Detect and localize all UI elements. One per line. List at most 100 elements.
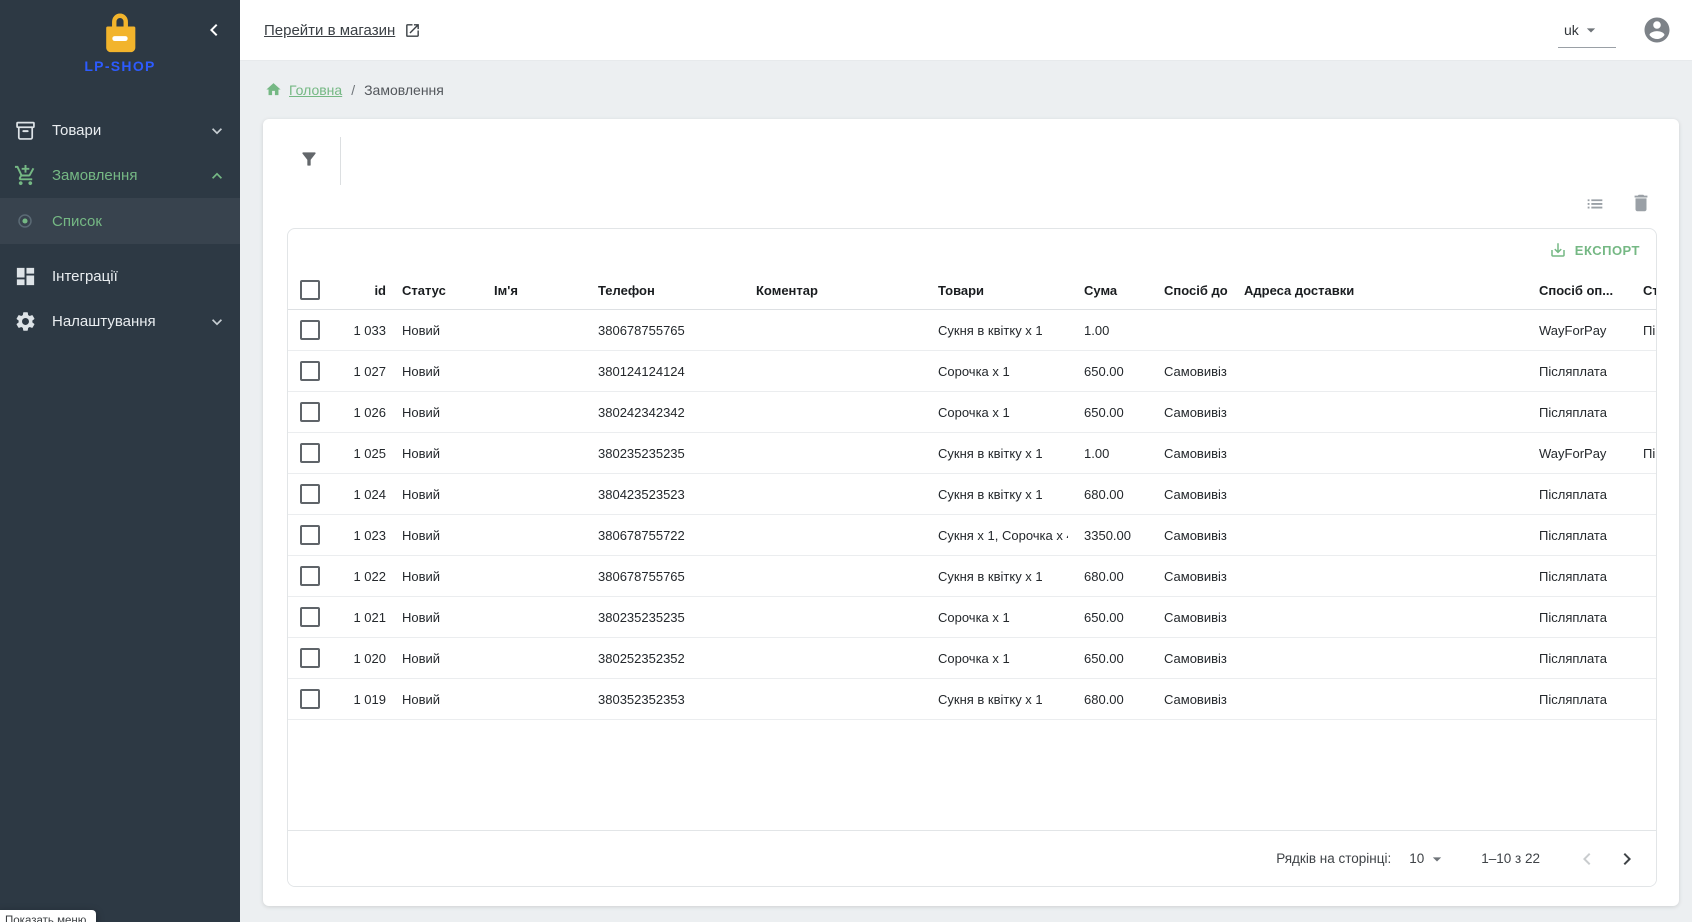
column-header-name[interactable]: Ім'я xyxy=(478,271,582,310)
row-checkbox[interactable] xyxy=(300,566,320,586)
cell-status: Новий xyxy=(386,678,478,720)
row-checkbox[interactable] xyxy=(300,689,320,709)
integrations-dashboard-icon xyxy=(14,265,37,288)
cell-goods: Сорочка x 1 xyxy=(922,637,1068,679)
sidebar-item-products[interactable]: Товари xyxy=(0,108,240,153)
chevron-left-icon xyxy=(202,18,226,42)
list-dot-icon xyxy=(16,212,34,230)
previous-page-button[interactable] xyxy=(1572,844,1602,874)
cell-payment: Післяплата xyxy=(1523,473,1639,515)
trash-icon[interactable] xyxy=(1630,192,1652,214)
row-checkbox[interactable] xyxy=(300,320,320,340)
breadcrumb-home-link[interactable]: Головна xyxy=(289,81,343,98)
table-row[interactable]: 1 024 Новий 380423523523 Сукня в квітку … xyxy=(288,473,1656,515)
cell-phone: 380423523523 xyxy=(582,473,740,515)
breadcrumb-separator: / xyxy=(351,81,356,98)
sidebar-item-integrations[interactable]: Інтеграції xyxy=(0,254,240,299)
breadcrumb: Головна / Замовлення xyxy=(240,61,1692,118)
sidebar-item-orders[interactable]: Замовлення xyxy=(0,153,240,198)
sidebar-item-settings[interactable]: Налаштування xyxy=(0,299,240,344)
table-row[interactable]: 1 025 Новий 380235235235 Сукня в квітку … xyxy=(288,432,1656,474)
pagination-range: 1–10 з 22 xyxy=(1481,851,1540,866)
cell-status: Новий xyxy=(386,432,478,474)
sidebar-collapse-button[interactable] xyxy=(200,16,228,44)
sidebar-item-orders-list[interactable]: Список xyxy=(0,198,240,244)
sidebar-item-label: Список xyxy=(52,212,102,230)
cell-goods: Сорочка x 1 xyxy=(922,596,1068,638)
cell-name xyxy=(478,637,582,679)
row-checkbox[interactable] xyxy=(300,648,320,668)
cell-goods: Сукня в квітку x 1 xyxy=(922,309,1068,351)
cell-id: 1 019 xyxy=(344,678,386,720)
cell-name xyxy=(478,432,582,474)
go-to-shop-link[interactable]: Перейти в магазин xyxy=(264,22,421,39)
cell-name xyxy=(478,514,582,556)
cell-payment: Післяплата xyxy=(1523,678,1639,720)
rows-per-page-select[interactable]: 10 xyxy=(1409,849,1447,869)
cell-id: 1 021 xyxy=(344,596,386,638)
cell-payment: Післяплата xyxy=(1523,555,1639,597)
sidebar-item-label: Замовлення xyxy=(52,167,138,184)
column-header-clipped[interactable]: Ст xyxy=(1639,271,1656,310)
column-header-status[interactable]: Статус xyxy=(386,271,478,310)
row-checkbox[interactable] xyxy=(300,525,320,545)
table-row[interactable]: 1 026 Новий 380242342342 Сорочка x 1 650… xyxy=(288,391,1656,433)
products-box-icon xyxy=(14,119,37,142)
rows-per-page-value: 10 xyxy=(1409,851,1425,866)
pagination: Рядків на сторінці: 10 1–10 з 22 xyxy=(288,830,1656,886)
row-checkbox[interactable] xyxy=(300,484,320,504)
export-button[interactable]: ЕКСПОРТ xyxy=(1543,240,1646,260)
logo[interactable]: LP-SHOP xyxy=(0,10,240,74)
cell-sum: 3350.00 xyxy=(1068,514,1148,556)
filter-funnel-icon[interactable] xyxy=(297,147,321,171)
cell-phone: 380242342342 xyxy=(582,391,740,433)
row-checkbox[interactable] xyxy=(300,361,320,381)
language-select[interactable]: uk xyxy=(1558,8,1616,52)
cell-name xyxy=(478,555,582,597)
column-header-address[interactable]: Адреса доставки xyxy=(1228,271,1523,310)
view-list-icon[interactable] xyxy=(1584,192,1606,214)
cell-sum: 650.00 xyxy=(1068,391,1148,433)
next-page-button[interactable] xyxy=(1612,844,1642,874)
table-row[interactable]: 1 027 Новий 380124124124 Сорочка x 1 650… xyxy=(288,350,1656,392)
cell-address xyxy=(1228,432,1523,474)
header-checkbox-cell xyxy=(288,271,344,310)
cell-sum: 680.00 xyxy=(1068,678,1148,720)
table-row[interactable]: 1 019 Новий 380352352353 Сукня в квітку … xyxy=(288,678,1656,720)
user-menu-button[interactable] xyxy=(1642,15,1672,45)
cell-comment xyxy=(740,555,922,597)
shop-bag-logo-icon xyxy=(97,10,143,56)
cell-phone: 380124124124 xyxy=(582,350,740,392)
table-row[interactable]: 1 020 Новий 380252352352 Сорочка x 1 650… xyxy=(288,637,1656,679)
select-all-checkbox[interactable] xyxy=(300,280,320,300)
column-header-comment[interactable]: Коментар xyxy=(740,271,922,310)
column-header-delivery[interactable]: Спосіб до... xyxy=(1148,271,1228,310)
column-header-payment[interactable]: Спосіб оп... xyxy=(1523,271,1639,310)
topbar-right: uk xyxy=(1558,8,1672,52)
cell-payment: Післяплата xyxy=(1523,514,1639,556)
table-row[interactable]: 1 022 Новий 380678755765 Сукня в квітку … xyxy=(288,555,1656,597)
row-checkbox[interactable] xyxy=(300,402,320,422)
row-checkbox[interactable] xyxy=(300,443,320,463)
column-header-goods[interactable]: Товари xyxy=(922,271,1068,310)
cell-checkbox xyxy=(288,350,344,392)
cell-clipped xyxy=(1639,678,1656,720)
export-row: ЕКСПОРТ xyxy=(288,229,1656,271)
table-row[interactable]: 1 033 Новий 380678755765 Сукня в квітку … xyxy=(288,309,1656,351)
column-header-id[interactable]: id xyxy=(344,271,386,310)
table-row[interactable]: 1 021 Новий 380235235235 Сорочка x 1 650… xyxy=(288,596,1656,638)
cell-checkbox xyxy=(288,555,344,597)
cell-name xyxy=(478,596,582,638)
cell-comment xyxy=(740,678,922,720)
cell-name xyxy=(478,350,582,392)
cell-address xyxy=(1228,350,1523,392)
cell-delivery: Самовивіз xyxy=(1148,391,1228,433)
column-header-phone[interactable]: Телефон xyxy=(582,271,740,310)
row-checkbox[interactable] xyxy=(300,607,320,627)
column-header-sum[interactable]: Сума xyxy=(1068,271,1148,310)
cell-status: Новий xyxy=(386,637,478,679)
cell-id: 1 024 xyxy=(344,473,386,515)
table-row[interactable]: 1 023 Новий 380678755722 Сукня x 1, Соро… xyxy=(288,514,1656,556)
cell-phone: 380678755722 xyxy=(582,514,740,556)
